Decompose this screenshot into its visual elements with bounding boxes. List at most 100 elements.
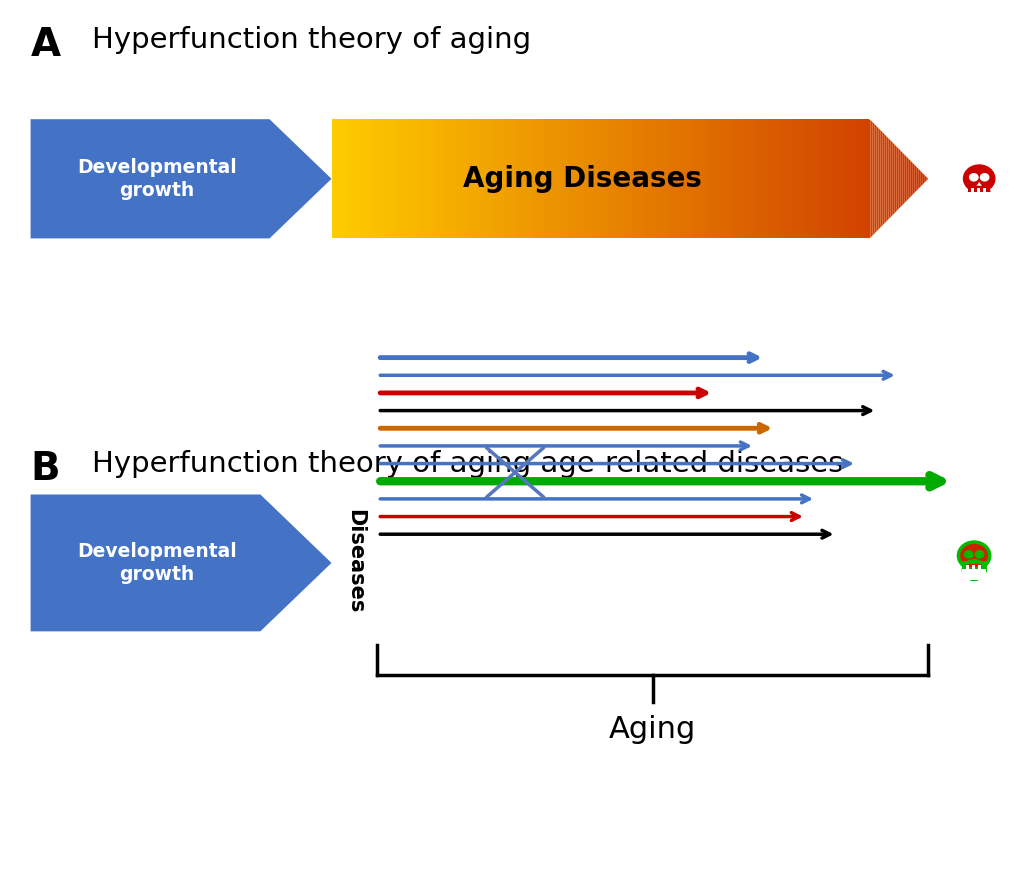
Polygon shape: [919, 170, 921, 187]
Polygon shape: [615, 119, 618, 238]
Polygon shape: [482, 119, 484, 238]
Polygon shape: [866, 119, 868, 238]
Polygon shape: [671, 119, 673, 238]
Polygon shape: [534, 119, 536, 238]
Polygon shape: [896, 147, 898, 211]
Polygon shape: [335, 119, 337, 238]
Polygon shape: [879, 130, 881, 228]
Polygon shape: [31, 119, 331, 238]
Polygon shape: [510, 119, 512, 238]
Polygon shape: [697, 119, 699, 238]
Polygon shape: [555, 119, 557, 238]
Polygon shape: [605, 119, 607, 238]
Polygon shape: [486, 119, 488, 238]
Polygon shape: [667, 119, 668, 238]
Polygon shape: [345, 119, 347, 238]
Polygon shape: [681, 119, 683, 238]
Polygon shape: [400, 119, 403, 238]
Bar: [971, 565, 974, 570]
Polygon shape: [383, 119, 385, 238]
Polygon shape: [909, 161, 911, 197]
Polygon shape: [561, 119, 564, 238]
Circle shape: [974, 551, 982, 558]
Polygon shape: [524, 119, 526, 238]
Polygon shape: [707, 119, 709, 238]
Polygon shape: [729, 119, 731, 238]
Polygon shape: [542, 119, 544, 238]
Polygon shape: [844, 119, 846, 238]
Polygon shape: [341, 119, 343, 238]
Polygon shape: [425, 119, 427, 238]
Polygon shape: [557, 119, 559, 238]
Polygon shape: [551, 119, 553, 238]
Polygon shape: [838, 119, 840, 238]
Polygon shape: [363, 119, 365, 238]
Polygon shape: [923, 175, 925, 183]
Polygon shape: [461, 119, 463, 238]
Polygon shape: [864, 119, 866, 238]
Polygon shape: [417, 119, 419, 238]
Polygon shape: [387, 119, 389, 238]
Polygon shape: [659, 119, 661, 238]
Polygon shape: [712, 119, 714, 238]
Polygon shape: [921, 173, 923, 185]
Polygon shape: [649, 119, 651, 238]
Polygon shape: [804, 119, 806, 238]
Polygon shape: [403, 119, 405, 238]
Polygon shape: [568, 119, 570, 238]
Polygon shape: [710, 119, 712, 238]
Polygon shape: [467, 119, 469, 238]
Polygon shape: [411, 119, 413, 238]
Text: Aging: Aging: [608, 715, 696, 744]
Polygon shape: [898, 148, 900, 209]
Polygon shape: [762, 119, 764, 238]
Polygon shape: [875, 126, 877, 231]
Polygon shape: [438, 119, 440, 238]
Polygon shape: [790, 119, 792, 238]
Polygon shape: [405, 119, 407, 238]
Polygon shape: [733, 119, 735, 238]
Polygon shape: [423, 119, 425, 238]
Polygon shape: [500, 119, 502, 238]
Bar: [966, 192, 990, 203]
Circle shape: [967, 184, 989, 202]
Polygon shape: [586, 119, 588, 238]
Polygon shape: [685, 119, 687, 238]
Polygon shape: [720, 119, 722, 238]
Polygon shape: [389, 119, 391, 238]
Polygon shape: [574, 119, 576, 238]
Polygon shape: [492, 119, 494, 238]
Polygon shape: [657, 119, 659, 238]
Polygon shape: [580, 119, 582, 238]
Text: B: B: [31, 450, 60, 488]
Polygon shape: [526, 119, 528, 238]
Polygon shape: [591, 119, 593, 238]
Polygon shape: [633, 119, 635, 238]
Polygon shape: [848, 119, 850, 238]
Polygon shape: [559, 119, 561, 238]
Polygon shape: [925, 177, 927, 181]
Polygon shape: [540, 119, 542, 238]
Polygon shape: [776, 119, 779, 238]
Polygon shape: [846, 119, 848, 238]
Circle shape: [979, 174, 987, 181]
Polygon shape: [842, 119, 844, 238]
Polygon shape: [754, 119, 756, 238]
Polygon shape: [628, 119, 630, 238]
Polygon shape: [693, 119, 695, 238]
Polygon shape: [502, 119, 504, 238]
Polygon shape: [917, 169, 919, 189]
Bar: [981, 188, 985, 193]
Polygon shape: [452, 119, 454, 238]
Polygon shape: [832, 119, 834, 238]
Polygon shape: [546, 119, 548, 238]
Polygon shape: [436, 119, 438, 238]
Polygon shape: [639, 119, 641, 238]
Polygon shape: [609, 119, 611, 238]
Polygon shape: [741, 119, 743, 238]
Bar: [965, 565, 968, 570]
Bar: [967, 185, 989, 193]
Polygon shape: [444, 119, 446, 238]
Polygon shape: [589, 119, 591, 238]
Bar: [962, 562, 984, 570]
